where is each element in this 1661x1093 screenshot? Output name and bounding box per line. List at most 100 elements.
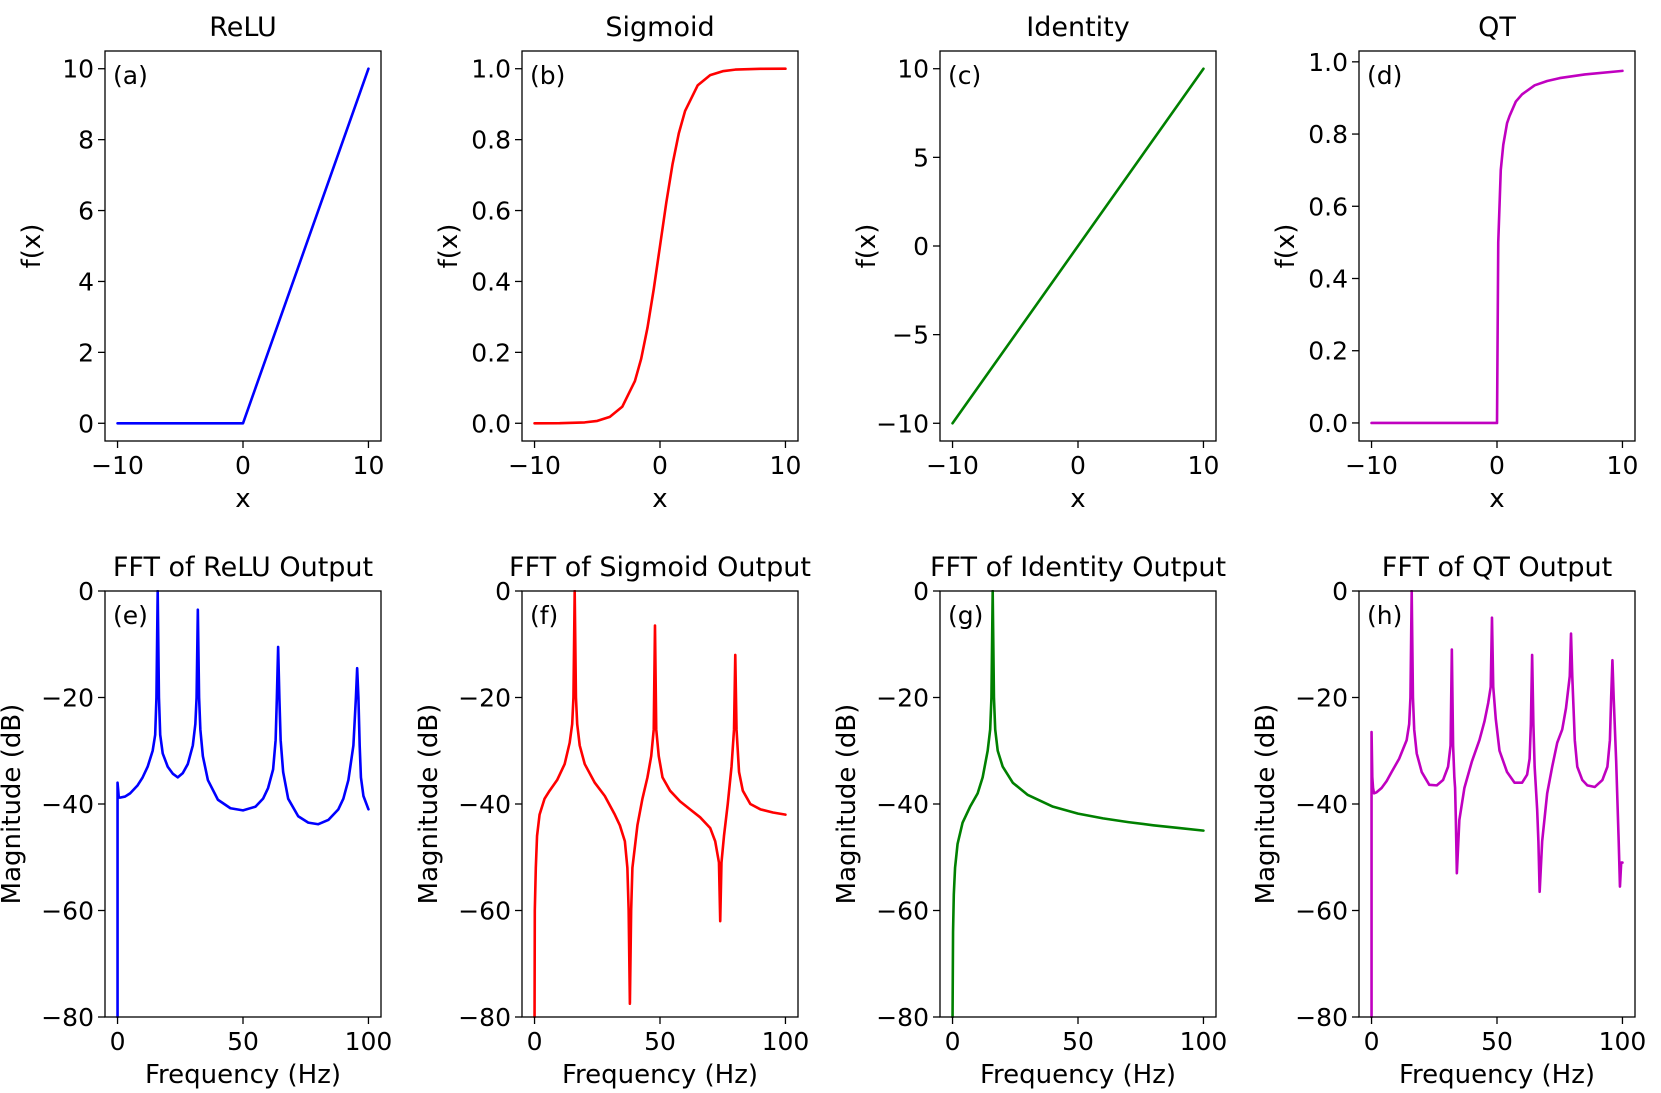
y-tick-label: 0.6 (1308, 192, 1348, 221)
x-tick-label: 100 (762, 1027, 810, 1056)
chart-title: Sigmoid (605, 12, 714, 43)
y-axis-label: Magnitude (dB) (0, 704, 27, 905)
x-tick-label: 0 (1364, 1027, 1380, 1056)
y-tick-label: 0.2 (1308, 337, 1348, 366)
chart-title: ReLU (209, 12, 277, 43)
y-tick-label: 0 (78, 409, 94, 438)
y-tick-label: 0.0 (1308, 409, 1348, 438)
y-axis-label: f(x) (17, 224, 47, 269)
y-tick-label: 0.4 (1308, 265, 1348, 294)
x-tick-label: 0 (945, 1027, 961, 1056)
y-tick-label: −60 (876, 897, 929, 926)
x-tick-label: 0 (527, 1027, 543, 1056)
x-axis-label: Frequency (Hz) (145, 1060, 341, 1090)
y-tick-label: 5 (913, 143, 929, 172)
y-tick-label: 0 (913, 577, 929, 606)
y-tick-label: 0.6 (471, 197, 511, 226)
x-tick-label: −10 (926, 451, 979, 480)
x-tick-label: 0 (110, 1027, 126, 1056)
panel-label: (f) (530, 601, 558, 630)
x-tick-label: 50 (1481, 1027, 1513, 1056)
y-axis-label: f(x) (852, 224, 882, 269)
y-tick-label: −20 (1295, 684, 1348, 713)
y-axis-label: Magnitude (dB) (1251, 704, 1281, 905)
y-tick-label: 1.0 (471, 55, 511, 84)
series-line (533, 590, 787, 1018)
y-axis-label: f(x) (434, 224, 464, 269)
y-tick-label: −40 (876, 790, 929, 819)
y-tick-label: −10 (876, 409, 929, 438)
y-axis-label: f(x) (1271, 224, 1301, 269)
x-axis-label: Frequency (Hz) (562, 1060, 758, 1090)
series-line (1370, 590, 1624, 1018)
panel-label: (g) (948, 601, 983, 630)
panel-label: (c) (948, 61, 981, 90)
x-axis-label: Frequency (Hz) (980, 1060, 1176, 1090)
panel-label: (h) (1367, 601, 1402, 630)
x-tick-label: 0 (652, 451, 668, 480)
series-line (116, 590, 370, 1018)
x-tick-label: 10 (770, 451, 802, 480)
x-axis-label: x (1489, 484, 1504, 514)
series-line (951, 590, 1205, 1018)
x-tick-label: 10 (1607, 451, 1639, 480)
x-tick-label: 100 (345, 1027, 393, 1056)
panel-label: (e) (113, 601, 148, 630)
y-tick-label: 0.4 (471, 267, 511, 296)
y-tick-label: 0.8 (471, 126, 511, 155)
series-line (1370, 69, 1624, 425)
y-tick-label: 0.0 (471, 409, 511, 438)
panel-b: −10 0 10 0.0 0.2 0.4 0.6 0.8 1.0 Sigmoid (b) x f(x) (434, 12, 801, 514)
y-axis-label: Magnitude (dB) (414, 704, 444, 905)
y-tick-label: −60 (41, 897, 94, 926)
y-tick-label: 6 (78, 197, 94, 226)
y-tick-label: 1.0 (1308, 48, 1348, 77)
panel-h: 0 50 100 −80 −60 −40 −20 0 FFT of QT Output (h) Fr… (1251, 552, 1646, 1090)
chart-title: FFT of Sigmoid Output (509, 552, 811, 583)
y-tick-label: −20 (41, 684, 94, 713)
y-tick-label: −60 (458, 897, 511, 926)
x-tick-label: 0 (1070, 451, 1086, 480)
axes-frame (104, 50, 382, 442)
x-tick-label: 50 (227, 1027, 259, 1056)
chart-title: QT (1478, 12, 1516, 43)
panel-label: (a) (113, 61, 148, 90)
x-tick-label: 50 (1062, 1027, 1094, 1056)
x-tick-label: −10 (91, 451, 144, 480)
x-tick-label: 50 (644, 1027, 676, 1056)
x-tick-label: 0 (235, 451, 251, 480)
y-tick-label: 0.2 (471, 338, 511, 367)
x-tick-label: −10 (1345, 451, 1398, 480)
series-line (116, 67, 370, 425)
y-tick-label: 4 (78, 267, 94, 296)
y-tick-label: 0 (1332, 577, 1348, 606)
panel-label: (d) (1367, 61, 1402, 90)
y-tick-label: −5 (892, 321, 929, 350)
panel-a: −10 0 10 0 2 4 6 8 10 ReLU (a) x f(x) (17, 12, 384, 514)
axes-frame (939, 590, 1217, 1018)
y-tick-label: −20 (458, 684, 511, 713)
chart-title: Identity (1026, 12, 1129, 43)
y-tick-label: 2 (78, 338, 94, 367)
chart-title: FFT of QT Output (1382, 552, 1612, 583)
y-tick-label: −80 (41, 1003, 94, 1032)
x-axis-label: x (1070, 484, 1085, 514)
axes-frame (521, 590, 799, 1018)
panel-c: −10 0 10 −10 −5 0 5 10 Identity (c) x f(x) (852, 12, 1219, 514)
axes-frame (1358, 590, 1636, 1018)
y-tick-label: 10 (62, 55, 94, 84)
y-tick-label: −80 (458, 1003, 511, 1032)
chart-title: FFT of Identity Output (930, 552, 1226, 583)
x-tick-label: 10 (353, 451, 385, 480)
x-tick-label: 100 (1180, 1027, 1228, 1056)
series-line (533, 67, 787, 425)
panel-d: −10 0 10 0.0 0.2 0.4 0.6 0.8 1.0 QT (d) x f(x) (1271, 12, 1638, 514)
y-axis-label: Magnitude (dB) (832, 704, 862, 905)
x-axis-label: x (235, 484, 250, 514)
x-axis-label: x (652, 484, 667, 514)
y-tick-label: −40 (41, 790, 94, 819)
x-tick-label: 0 (1489, 451, 1505, 480)
y-tick-label: 0 (913, 232, 929, 261)
